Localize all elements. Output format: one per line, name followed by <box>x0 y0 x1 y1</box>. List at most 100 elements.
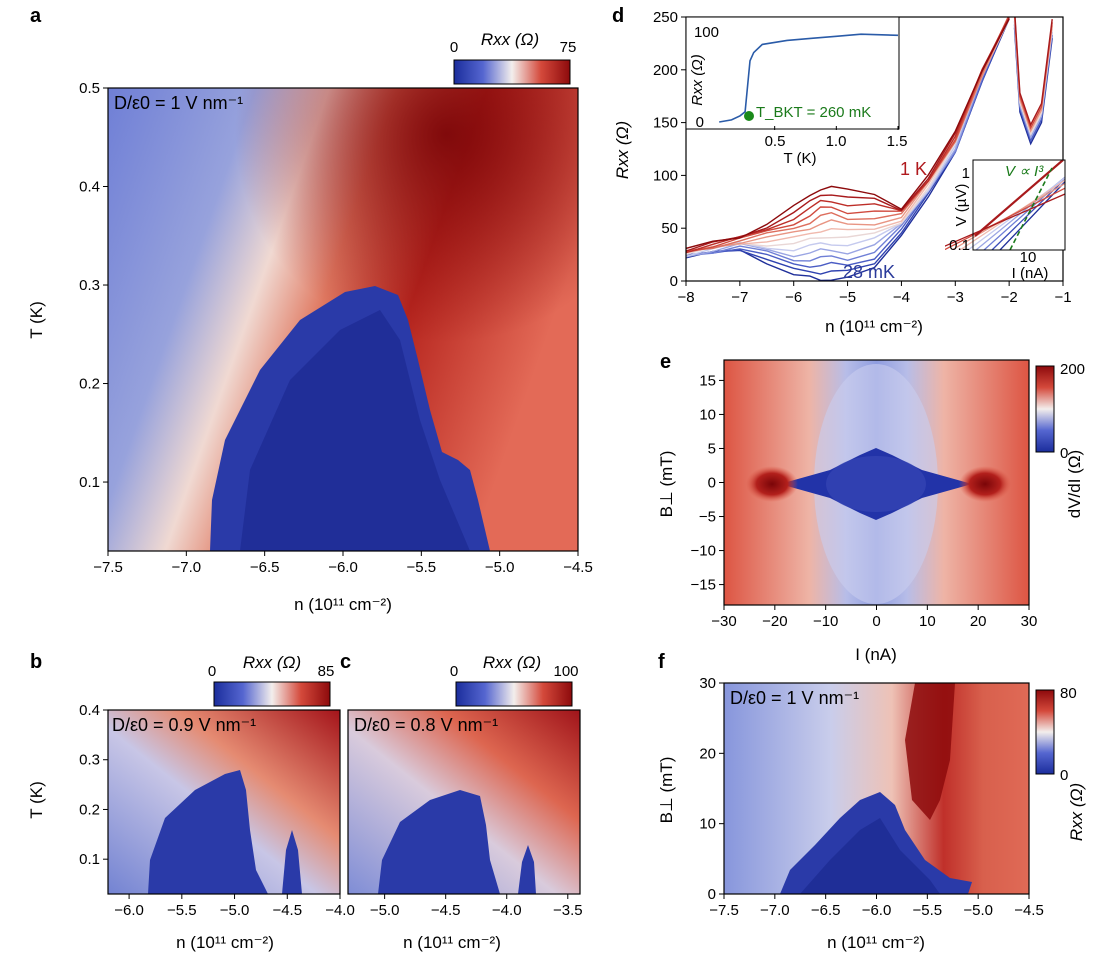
axes-f: −7.5 −7.0 −6.5 −6.0 −5.5 −5.0 −4.5 30 20 10 0 <box>699 675 1044 919</box>
ytick-label: 0.2 <box>79 801 100 818</box>
ytick-label: −10 <box>691 543 716 560</box>
inset-t-ylabel: Rxx (Ω) <box>689 54 706 105</box>
xtick-label: −6 <box>785 289 802 306</box>
iv-curve <box>945 187 1065 250</box>
ytick-label: 0.3 <box>79 277 100 294</box>
colorbar-min-b: 0 <box>208 663 216 680</box>
panel-a: a Rxx (Ω) 0 75 D/ε0 = 1 V nm⁻¹ −7.5 −7.0−… <box>27 5 593 614</box>
ytick-label: 0.4 <box>79 702 100 719</box>
panel-e: e 200 0 dV/dI (Ω) −30 −20 −10 0 10 20 30 15 10 5 0… <box>657 351 1085 664</box>
colorbar-label-c: Rxx (Ω) <box>483 653 541 672</box>
panel-label-b: b <box>30 651 42 673</box>
ytick-label: 10 <box>699 406 716 423</box>
xtick-label: 30 <box>1021 613 1038 630</box>
panel-label-a: a <box>30 5 42 27</box>
xtick-label: −3.5 <box>553 902 583 919</box>
xtick-label: −7 <box>731 289 748 306</box>
axes-c: −5.0 −4.5 −4.0 −3.5 <box>370 894 583 919</box>
iv-cubic-guide <box>1009 167 1053 250</box>
xtick-label: −5 <box>839 289 856 306</box>
inset-t-ytick-0: 0 <box>696 114 704 131</box>
xlabel-f: n (10¹¹ cm⁻²) <box>827 933 925 952</box>
ytick-label: 0 <box>670 273 678 290</box>
xtick-label: −5.5 <box>913 902 943 919</box>
axes-a: −7.5 −7.0 −6.5 −6.0 −5.5 −5.0 −4.5 0.1 0.2 0.3 0.4… <box>79 80 593 576</box>
xtick-label: −7.0 <box>760 902 790 919</box>
xtick-label: −5.0 <box>220 902 250 919</box>
annotation-a: D/ε0 = 1 V nm⁻¹ <box>114 93 243 113</box>
ylabel-e: B⊥ (mT) <box>657 451 676 518</box>
colorbar-min-f: 0 <box>1060 767 1068 784</box>
xtick-label: −4.5 <box>1014 902 1044 919</box>
xlabel-e: I (nA) <box>855 645 897 664</box>
colorbar-b <box>213 681 331 707</box>
panel-c: c Rxx (Ω) 0 100 D/ε0 = 0.8 V nm⁻¹ −5.0 −4… <box>340 651 583 952</box>
ytick-label: 0 <box>708 475 716 492</box>
ytick-label: 0.5 <box>79 80 100 97</box>
rxx-curve <box>686 17 1009 262</box>
xtick-label: −3 <box>947 289 964 306</box>
colorbar-label-e: dV/dI (Ω) <box>1065 450 1084 518</box>
xlabel-c: n (10¹¹ cm⁻²) <box>403 933 501 952</box>
rxx-curves-d <box>686 17 1053 281</box>
rxx-curve-branch <box>1013 18 1053 136</box>
colorbar-max-a: 75 <box>560 39 577 56</box>
rxx-curve-branch <box>1014 17 1053 127</box>
xtick-label: −8 <box>677 289 694 306</box>
ytick-label: 30 <box>699 675 716 692</box>
xtick-label: −6.0 <box>862 902 892 919</box>
iv-ytick-1: 1 <box>962 165 970 182</box>
inset-t-curve <box>719 33 899 123</box>
colorbar-max-f: 80 <box>1060 685 1077 702</box>
ytick-label: 250 <box>653 9 678 26</box>
xtick-label: −5.0 <box>370 902 400 919</box>
inset-t-xtick-2: 1.5 <box>887 133 908 150</box>
colorbar-max-e: 200 <box>1060 361 1085 378</box>
xlabel-d: n (10¹¹ cm⁻²) <box>825 317 923 336</box>
xtick-label: −7.5 <box>709 902 739 919</box>
iv-ylabel: V (µV) <box>953 184 970 227</box>
axes-b: −6.0 −5.5 −5.0 −4.5 −4.0 0.1 0.2 0.3 0.4 <box>79 702 355 919</box>
inset-t-xlabel: T (K) <box>783 150 816 167</box>
ylabel-b: T (K) <box>27 781 46 818</box>
ytick-label: 20 <box>699 745 716 762</box>
xtick-label: −7.0 <box>172 559 202 576</box>
xtick-label: −1 <box>1054 289 1071 306</box>
ytick-label: 10 <box>699 816 716 833</box>
colorbar-e <box>1035 365 1055 453</box>
inset-t-xtick-0: 0.5 <box>765 133 786 150</box>
ytick-label: 0.2 <box>79 376 100 393</box>
xlabel-b: n (10¹¹ cm⁻²) <box>176 933 274 952</box>
xtick-label: −30 <box>711 613 736 630</box>
xtick-label: −4.5 <box>431 902 461 919</box>
heatmap-a <box>108 88 578 551</box>
rxx-curve <box>686 17 1010 254</box>
inset-rxx-vs-t: 0.5 1.0 1.5 0 100 T (K) Rxx (Ω) T_BKT = … <box>685 16 908 167</box>
colorbar-max-b: 85 <box>318 663 335 680</box>
panel-label-f: f <box>658 651 665 673</box>
heatmap-b <box>108 710 340 894</box>
rxx-curve <box>686 17 1010 258</box>
ytick-label: 0.3 <box>79 752 100 769</box>
panel-label-d: d <box>612 5 624 27</box>
rxx-curve <box>686 18 1010 250</box>
ytick-label: 0 <box>708 886 716 903</box>
ytick-label: 100 <box>653 167 678 184</box>
colorbar-c <box>455 681 573 707</box>
panel-f: f D/ε0 = 1 V nm⁻¹ 80 0 Rxx (Ω) −7.5 −7.0−… <box>657 651 1086 952</box>
xtick-label: −5.0 <box>485 559 515 576</box>
annotation-c: D/ε0 = 0.8 V nm⁻¹ <box>354 715 498 735</box>
panel-label-e: e <box>660 351 671 373</box>
iv-curve <box>967 177 1065 250</box>
xtick-label: −4.5 <box>563 559 593 576</box>
ytick-label: −15 <box>691 577 716 594</box>
rxx-curve <box>686 18 1010 256</box>
xtick-label: −6.0 <box>114 902 144 919</box>
rxx-curve <box>686 18 1010 281</box>
xtick-label: 10 <box>919 613 936 630</box>
colorbar-label-f: Rxx (Ω) <box>1067 783 1086 841</box>
colorbar-a <box>453 59 571 85</box>
superconducting-dome-c <box>378 790 536 894</box>
